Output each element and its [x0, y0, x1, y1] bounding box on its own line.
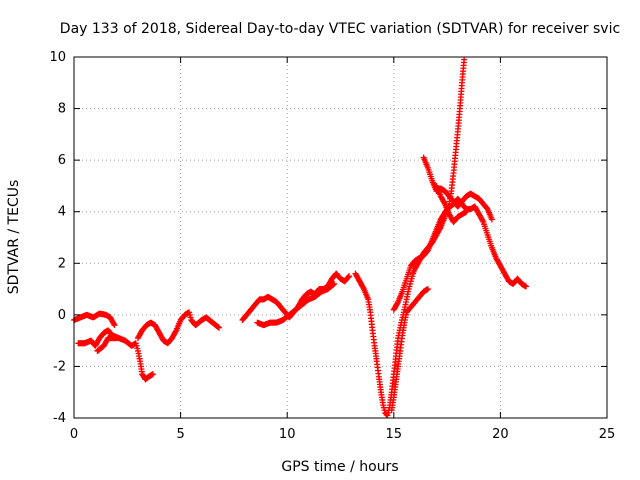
x-tick-label: 25: [599, 427, 616, 442]
data-point: [488, 216, 495, 223]
y-tick-label: 2: [58, 256, 66, 271]
data-point: [346, 273, 353, 280]
x-axis-label: GPS time / hours: [281, 459, 398, 475]
data-point: [172, 328, 179, 335]
series-seg4: [134, 309, 222, 347]
data-point: [522, 283, 529, 290]
y-tick-label: 0: [58, 308, 66, 323]
series-seg3: [94, 335, 120, 354]
grid-lines: [74, 57, 607, 418]
data-point: [331, 280, 338, 287]
x-tick-label: 0: [70, 427, 78, 442]
y-tick-label: -2: [53, 359, 66, 374]
data-point: [479, 217, 486, 224]
data-point: [113, 335, 120, 342]
y-tick-label: 6: [58, 153, 66, 168]
y-axis-label: SDTVAR / TECUs: [6, 180, 22, 295]
series-seg1: [71, 310, 118, 329]
series-seg8: [388, 286, 431, 414]
x-tick-label: 15: [386, 427, 403, 442]
x-tick-label: 5: [176, 427, 184, 442]
y-tick-label: 4: [58, 205, 66, 220]
series-seg11: [433, 182, 470, 226]
data-points: [71, 56, 529, 419]
data-point: [360, 284, 367, 291]
data-point: [424, 286, 431, 293]
y-tick-label: -4: [53, 411, 66, 426]
data-point: [461, 56, 468, 63]
axis-ticks: 0 5 10 15 20 25 -4 -2 0 2 4 6 8 10: [49, 50, 615, 442]
data-point: [110, 320, 117, 327]
series-seg5: [239, 270, 353, 324]
data-point: [345, 274, 352, 281]
x-tick-label: 10: [279, 427, 296, 442]
x-tick-label: 20: [492, 427, 509, 442]
data-point: [394, 300, 401, 307]
series-seg7: [352, 56, 468, 419]
plot-frame: [73, 56, 608, 419]
series-seg6: [254, 280, 338, 329]
data-point: [111, 322, 118, 329]
series-seg10: [420, 154, 495, 223]
data-point: [463, 208, 470, 215]
data-point: [215, 324, 222, 331]
data-point: [441, 199, 448, 206]
y-tick-label: 10: [49, 50, 66, 65]
y-tick-label: 8: [58, 102, 66, 117]
chart-title: Day 133 of 2018, Sidereal Day-to-day VTE…: [60, 21, 620, 37]
data-point: [149, 371, 156, 378]
